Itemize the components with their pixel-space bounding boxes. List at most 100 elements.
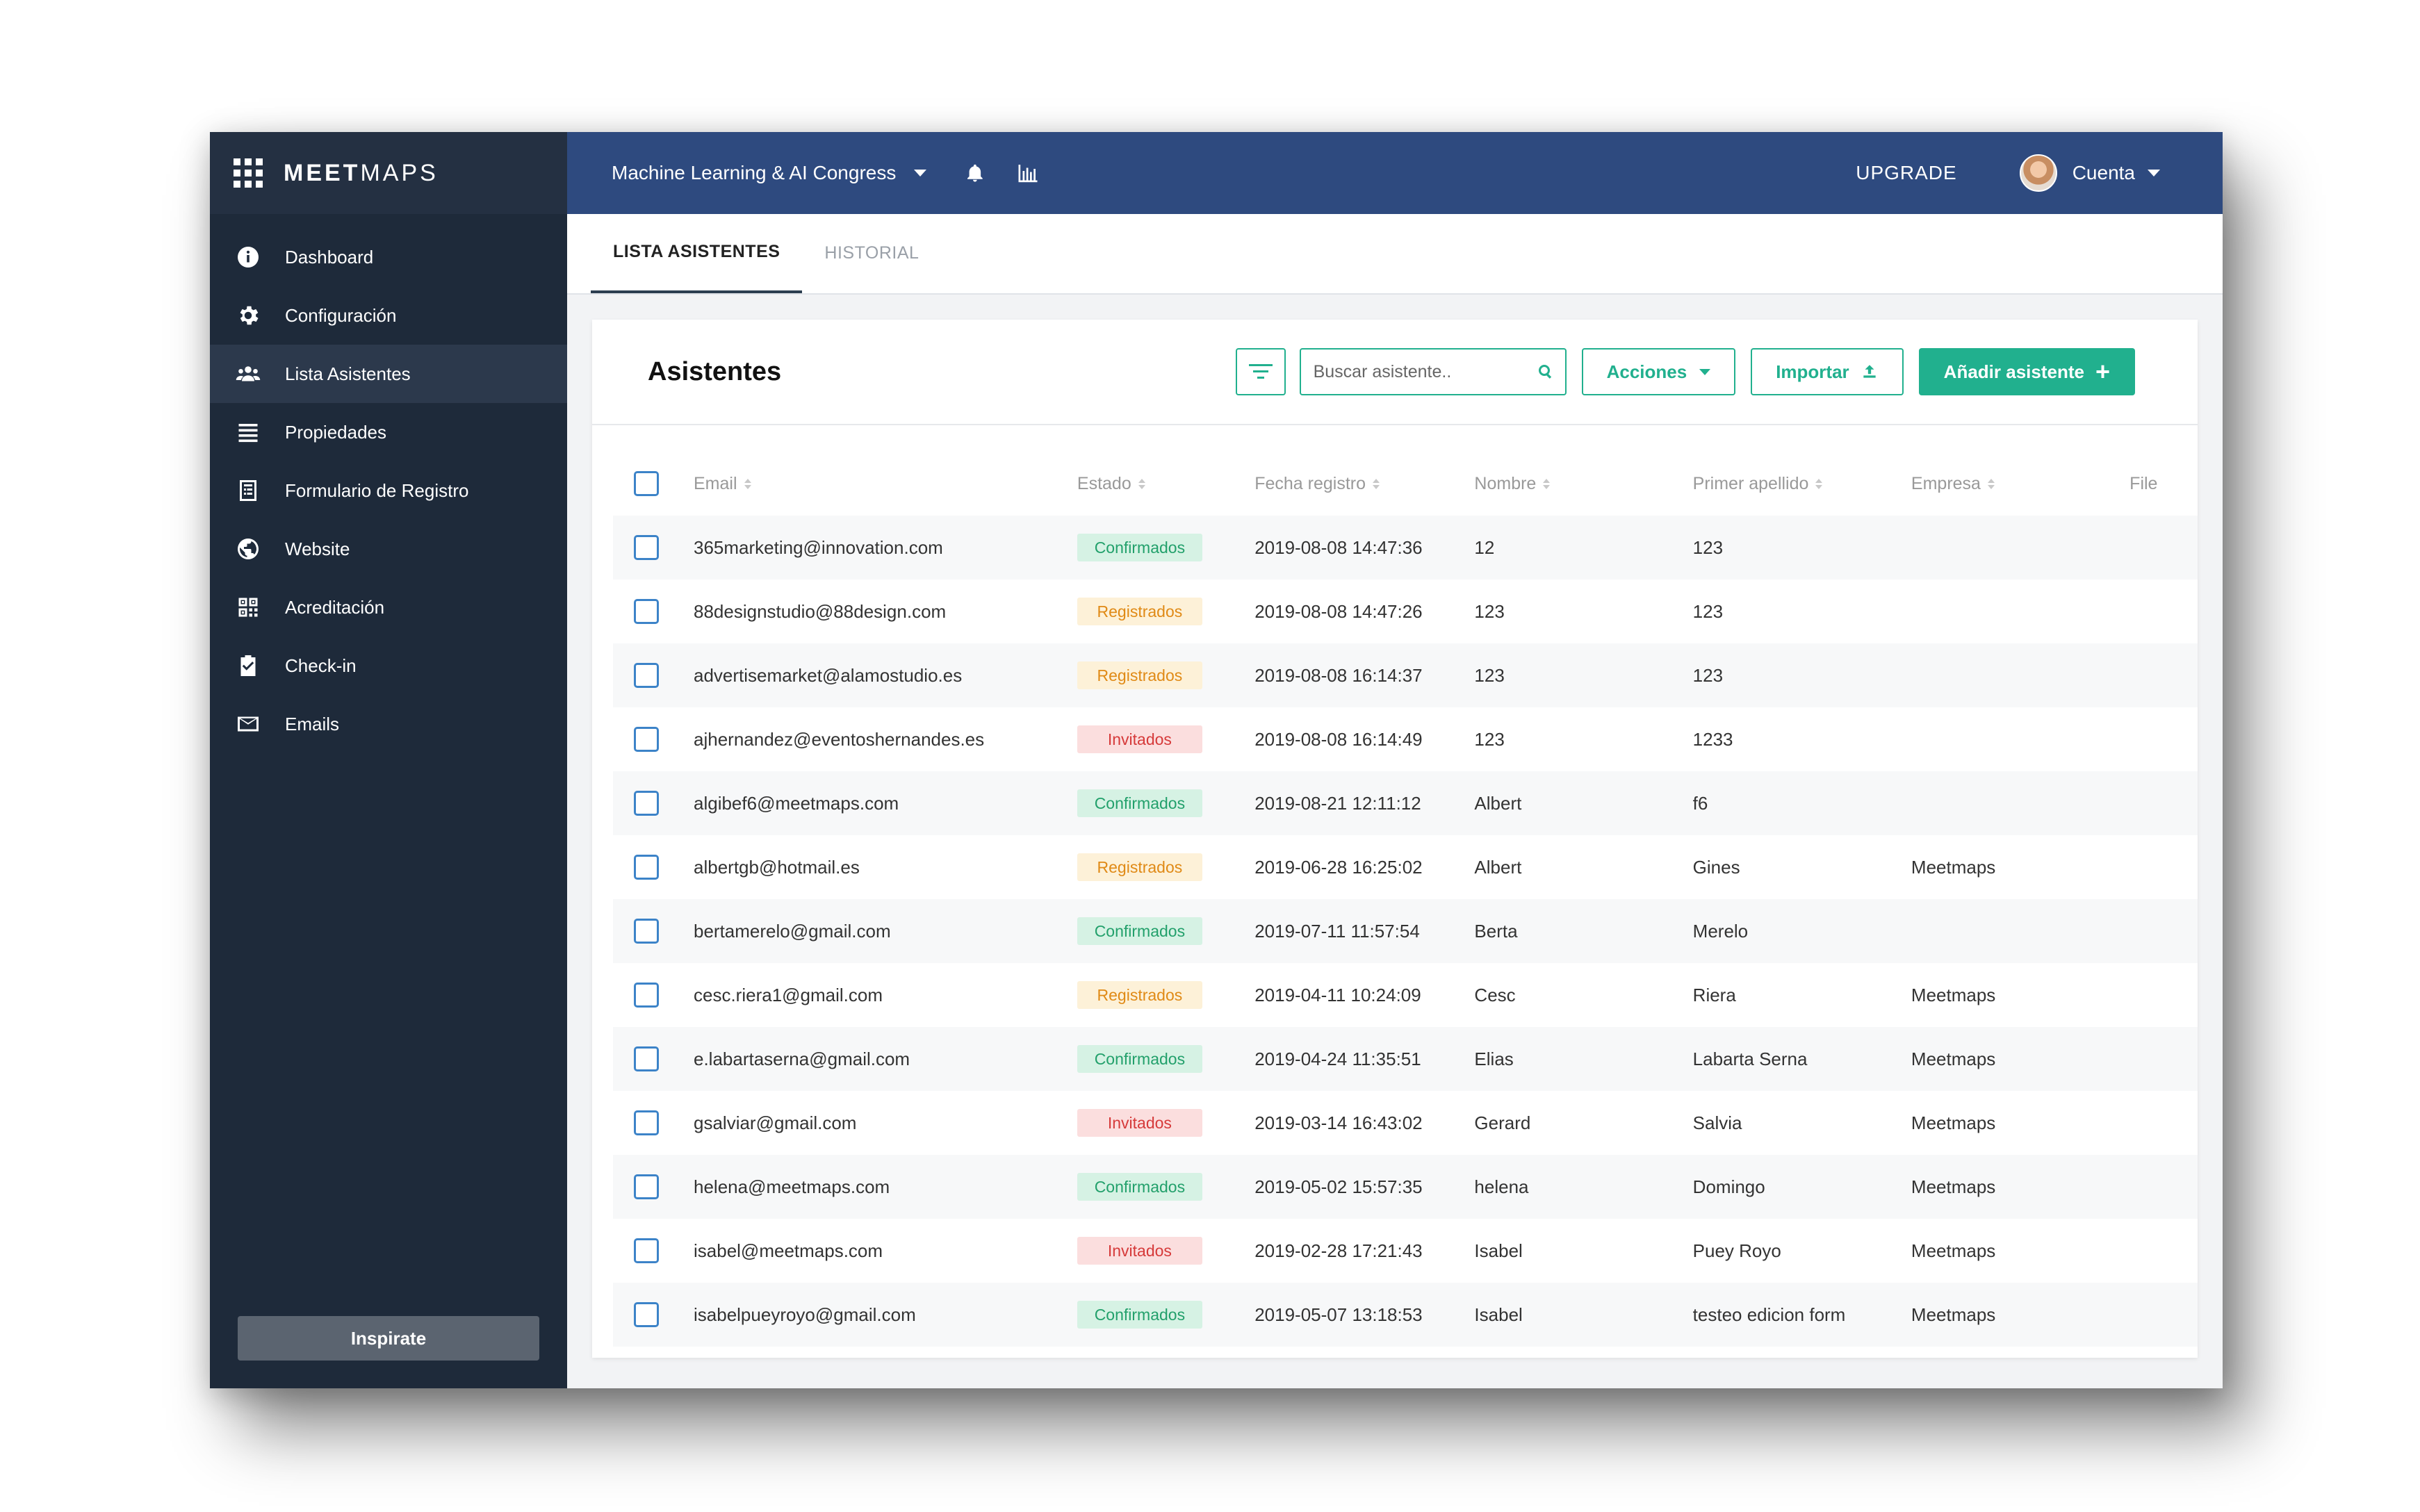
column-email[interactable]: Email [694,474,1077,494]
sidebar-item-website[interactable]: Website [210,520,567,578]
sidebar-item-label: Formulario de Registro [285,479,469,501]
envelope-icon [235,711,261,737]
apps-grid-icon[interactable] [234,158,263,188]
cell-estado: Invitados [1077,725,1254,753]
account-label: Cuenta [2072,162,2135,183]
meetmaps-logo[interactable]: MEETMAPS [284,159,439,186]
cell-apellido: 123 [1692,536,1724,558]
select-all-checkbox[interactable] [634,471,659,496]
row-checkbox[interactable] [634,1174,659,1199]
status-badge: Invitados [1077,1237,1202,1265]
cell-empresa: Meetmaps [1911,1240,1996,1261]
cell-apellido: 123 [1692,600,1724,622]
cell-fecha: 2019-04-11 10:24:09 [1254,984,1421,1005]
row-checkbox[interactable] [634,1302,659,1327]
sidebar-item-check-in[interactable]: Check-in [210,636,567,695]
event-name: Machine Learning & AI Congress [612,162,897,183]
cell-apellido: Riera [1692,984,1736,1005]
sidebar-item-lista-asistentes[interactable]: Lista Asistentes [210,345,567,403]
cell-email: isabel@meetmaps.com [694,1240,883,1261]
row-checkbox[interactable] [634,855,659,880]
search-input[interactable] [1313,361,1537,382]
sidebar-item-dashboard[interactable]: Dashboard [210,228,567,286]
cell-nombre: Gerard [1474,1112,1531,1133]
table-row[interactable]: ajhernandez@eventoshernandes.es Invitados… [613,707,2198,771]
column-file[interactable]: File [2129,473,2158,493]
column-fecha[interactable]: Fecha registro [1254,474,1474,494]
status-badge: Registrados [1077,598,1202,625]
upgrade-link[interactable]: UPGRADE [1856,162,1957,183]
sidebar-item-propiedades[interactable]: Propiedades [210,403,567,461]
info-icon [235,244,261,270]
tab-lista-asistentes[interactable]: LISTA ASISTENTES [591,213,803,293]
search-box [1299,348,1567,395]
sidebar-item-acreditacion[interactable]: Acreditación [210,578,567,636]
cell-apellido: testeo edicion form [1692,1304,1846,1325]
table-row[interactable]: bertamerelo@gmail.com Confirmados 2019-07-… [613,899,2198,963]
row-checkbox[interactable] [634,791,659,816]
importar-button[interactable]: Importar [1751,348,1904,395]
status-badge: Confirmados [1077,1045,1202,1073]
acciones-button[interactable]: Acciones [1581,348,1736,395]
avatar [2019,154,2057,192]
table-row[interactable]: helena@meetmaps.com Confirmados 2019-05-02… [613,1155,2198,1219]
app-window: MEETMAPS Dashboard Configuración Lista A… [210,132,2223,1388]
row-checkbox[interactable] [634,535,659,560]
card-title: Asistentes [648,356,782,386]
search-icon[interactable] [1537,359,1554,384]
tab-historial[interactable]: HISTORIAL [824,243,919,263]
sidebar-item-configuracion[interactable]: Configuración [210,286,567,345]
cell-fecha: 2019-06-28 16:25:02 [1254,856,1423,878]
cell-email: 365marketing@innovation.com [694,536,943,558]
table-row[interactable]: cesc.riera1@gmail.com Registrados 2019-04-… [613,963,2198,1027]
row-checkbox[interactable] [634,919,659,944]
column-apellido[interactable]: Primer apellido [1693,474,1911,494]
row-checkbox[interactable] [634,663,659,688]
column-empresa[interactable]: Empresa [1911,474,2129,494]
sidebar-item-label: Emails [285,713,340,734]
table-row[interactable]: gsalviar@gmail.com Invitados 2019-03-14 16… [613,1091,2198,1155]
cell-email: e.labartaserna@gmail.com [694,1048,910,1069]
table-row[interactable]: albertgb@hotmail.es Registrados 2019-06-28… [613,835,2198,899]
column-estado[interactable]: Estado [1077,474,1254,494]
inspirate-button[interactable]: Inspirate [238,1316,539,1361]
filter-button[interactable] [1235,348,1286,395]
cell-apellido: 1233 [1692,728,1733,750]
add-attendee-button[interactable]: Añadir asistente + [1918,348,2135,395]
row-checkbox[interactable] [634,1110,659,1135]
table-row[interactable]: 88designstudio@88design.com Registrados 20… [613,580,2198,643]
sidebar-item-label: Dashboard [285,246,374,268]
row-checkbox[interactable] [634,983,659,1008]
cell-nombre: 123 [1474,728,1505,750]
event-selector[interactable]: Machine Learning & AI Congress [612,162,927,184]
table-row[interactable]: advertisemarket@alamostudio.es Registrado… [613,643,2198,707]
sort-icon [1373,479,1380,490]
row-checkbox[interactable] [634,1238,659,1263]
account-menu[interactable]: Cuenta [2019,154,2160,192]
cell-fecha: 2019-04-24 11:35:51 [1254,1048,1421,1069]
sidebar-item-label: Website [285,538,350,559]
table-row[interactable]: algibef6@meetmaps.com Confirmados 2019-08-… [613,771,2198,835]
bar-chart-icon[interactable] [1015,161,1040,186]
cell-estado: Confirmados [1077,1173,1254,1201]
table-row[interactable]: isabelpueyroyo@gmail.com Confirmados 2019-… [613,1283,2198,1347]
table-row[interactable]: e.labartaserna@gmail.com Confirmados 2019-… [613,1027,2198,1091]
table-row[interactable]: 365marketing@innovation.com Confirmados 20… [613,516,2198,580]
cell-fecha: 2019-05-07 13:18:53 [1254,1304,1423,1325]
row-checkbox[interactable] [634,1046,659,1071]
filter-icon [1248,364,1273,379]
table-row[interactable]: isabel@meetmaps.com Invitados 2019-02-28 1… [613,1219,2198,1283]
row-checkbox[interactable] [634,727,659,752]
row-checkbox[interactable] [634,599,659,624]
sidebar-item-formulario[interactable]: Formulario de Registro [210,461,567,520]
status-badge: Confirmados [1077,534,1202,561]
cell-nombre: 123 [1474,664,1505,686]
cell-apellido: 123 [1692,664,1724,686]
bell-icon[interactable] [963,161,988,186]
cell-empresa: Meetmaps [1911,1112,1996,1133]
cell-fecha: 2019-08-08 16:14:37 [1254,664,1423,686]
sidebar-item-emails[interactable]: Emails [210,695,567,753]
cell-estado: Invitados [1077,1109,1254,1137]
column-nombre[interactable]: Nombre [1474,474,1692,494]
cell-estado: Registrados [1077,598,1254,625]
